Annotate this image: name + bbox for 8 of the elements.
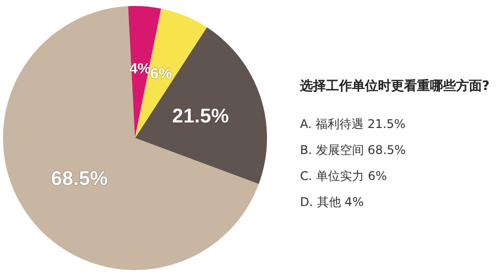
- text: B. 发展空间 68.5%: [300, 143, 406, 157]
- data-label: 21.5%: [172, 105, 230, 128]
- text: 选择工作单位时更看重哪些方面?: [299, 78, 490, 94]
- data-label: 6%: [150, 66, 172, 83]
- text: C. 单位实力 6%: [300, 169, 387, 183]
- text: A. 福利待遇 21.5%: [300, 117, 406, 131]
- text: D. 其他 4%: [300, 195, 364, 209]
- data-label: 68.5%: [51, 168, 108, 190]
